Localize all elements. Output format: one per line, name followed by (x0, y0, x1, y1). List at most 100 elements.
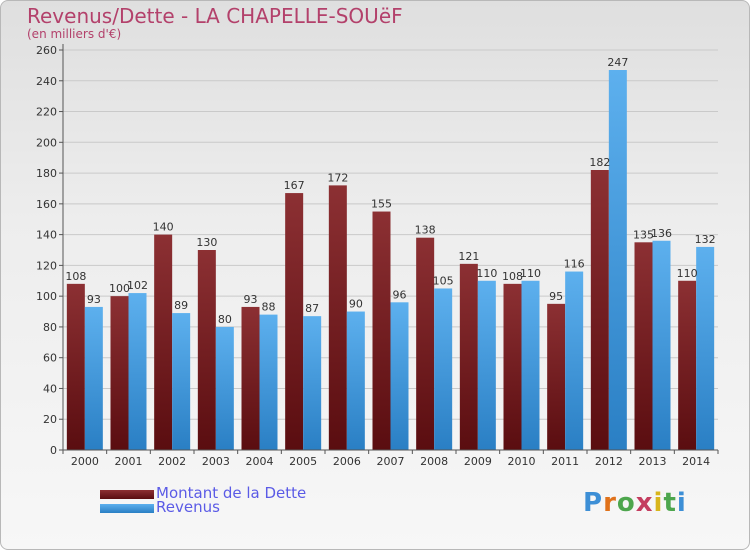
y-tick-label: 100 (36, 290, 57, 303)
data-label: 110 (520, 267, 541, 280)
x-tick-label: 2007 (377, 455, 405, 468)
bar-revenus (346, 311, 365, 450)
legend-swatch-debt (100, 490, 154, 499)
legend-swatch-revenus (100, 504, 154, 513)
x-tick-label: 2013 (639, 455, 667, 468)
data-label: 89 (174, 299, 188, 312)
data-label: 108 (502, 270, 523, 283)
bar-debt (503, 283, 522, 450)
y-tick-label: 80 (43, 321, 57, 334)
bar-debt (634, 242, 653, 450)
data-label: 135 (633, 228, 654, 241)
data-label: 130 (196, 236, 217, 249)
data-label: 80 (218, 313, 232, 326)
data-label: 88 (262, 301, 276, 314)
x-tick-label: 2009 (464, 455, 492, 468)
data-label: 95 (549, 290, 563, 303)
bar-revenus (565, 271, 584, 450)
y-tick-label: 20 (43, 413, 57, 426)
bar-debt (416, 237, 435, 450)
proxiti-logo: Proxiti (583, 488, 687, 518)
data-label: 90 (349, 298, 363, 311)
legend-label-debt: Montant de la Dette (156, 484, 307, 502)
bar-debt (459, 263, 478, 450)
data-label: 102 (127, 279, 148, 292)
bar-debt (154, 234, 173, 450)
data-label: 136 (651, 227, 672, 240)
bar-debt (197, 250, 216, 450)
legend-label-revenus: Revenus (156, 498, 220, 516)
data-label: 93 (244, 293, 258, 306)
data-label: 138 (415, 224, 436, 237)
data-label: 105 (433, 274, 454, 287)
y-tick-label: 240 (36, 75, 57, 88)
bar-debt (328, 185, 347, 450)
data-label: 167 (284, 179, 305, 192)
data-label: 182 (589, 156, 610, 169)
bar-debt (110, 296, 129, 450)
data-label: 132 (695, 233, 716, 246)
bar-debt (241, 306, 260, 450)
data-label: 140 (153, 221, 174, 234)
bar-debt (547, 303, 566, 450)
bar-revenus (477, 280, 496, 450)
chart-subtitle: (en milliers d'€) (27, 27, 122, 41)
data-label: 116 (564, 258, 585, 271)
data-label: 100 (109, 282, 130, 295)
y-tick-label: 200 (36, 136, 57, 149)
bar-debt (285, 193, 304, 451)
x-tick-label: 2006 (333, 455, 361, 468)
bar-revenus (696, 246, 715, 450)
bar-revenus (84, 306, 103, 450)
axes: 0 20 40 60 80 100 120 140 160 180 200 220 240 260 2000… (36, 44, 719, 468)
x-tick-label: 2000 (71, 455, 99, 468)
bar-revenus (215, 326, 234, 450)
x-tick-label: 2005 (289, 455, 317, 468)
bar-revenus (303, 316, 322, 450)
x-tick-label: 2003 (202, 455, 230, 468)
y-tick-label: 260 (36, 44, 57, 57)
data-label: 247 (607, 56, 628, 69)
y-tick-label: 180 (36, 167, 57, 180)
x-tick-label: 2014 (682, 455, 710, 468)
y-tick-label: 0 (50, 444, 57, 457)
x-tick-label: 2012 (595, 455, 623, 468)
data-label: 93 (87, 293, 101, 306)
x-tick-label: 2011 (551, 455, 579, 468)
bar-debt (66, 283, 85, 450)
chart-title: Revenus/Dette - LA CHAPELLE-SOUëF (27, 4, 403, 28)
x-tick-label: 2002 (158, 455, 186, 468)
bar-revenus (652, 240, 671, 450)
bar-revenus (390, 302, 409, 450)
y-tick-label: 60 (43, 352, 57, 365)
data-label: 87 (305, 302, 319, 315)
bar-revenus (259, 314, 278, 450)
data-label: 110 (677, 267, 698, 280)
bar-debt (678, 280, 697, 450)
bars (66, 70, 715, 451)
data-label: 172 (327, 171, 348, 184)
data-labels: 1089310010214089130809388167871729015596… (65, 56, 715, 326)
y-tick-label: 140 (36, 229, 57, 242)
x-tick-label: 2010 (508, 455, 536, 468)
bar-revenus (434, 288, 453, 450)
x-tick-label: 2008 (420, 455, 448, 468)
y-tick-label: 160 (36, 198, 57, 211)
y-tick-label: 220 (36, 106, 57, 119)
data-label: 110 (476, 267, 497, 280)
data-label: 121 (458, 250, 479, 263)
bar-debt (590, 170, 609, 450)
x-tick-label: 2001 (115, 455, 143, 468)
bar-revenus (172, 313, 191, 450)
bar-debt (372, 211, 391, 450)
bar-revenus (521, 280, 540, 450)
data-label: 155 (371, 198, 392, 211)
data-label: 108 (65, 270, 86, 283)
y-tick-label: 120 (36, 259, 57, 272)
bar-revenus (608, 70, 627, 450)
data-label: 96 (393, 288, 407, 301)
y-tick-label: 40 (43, 382, 57, 395)
bar-revenus (128, 293, 147, 450)
x-tick-label: 2004 (246, 455, 274, 468)
